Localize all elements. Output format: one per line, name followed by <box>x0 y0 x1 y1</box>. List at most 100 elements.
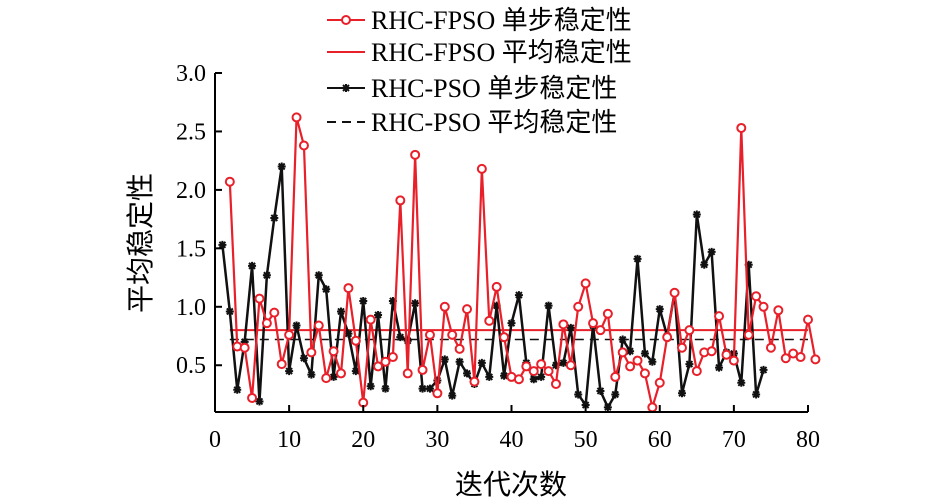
rhc-pso-point <box>411 299 420 308</box>
rhc-pso-point <box>529 375 538 384</box>
rhc-fpso-point <box>676 342 687 353</box>
rhc-pso-point <box>277 162 286 171</box>
rhc-fpso-point <box>387 352 398 363</box>
rhc-fpso-point <box>380 356 391 367</box>
rhc-pso-point <box>477 358 486 367</box>
rhc-fpso-point <box>373 361 384 372</box>
rhc-pso-point <box>337 307 346 316</box>
rhc-fpso-point <box>580 278 591 289</box>
rhc-fpso-point <box>313 320 324 331</box>
rhc-fpso-point <box>336 368 347 379</box>
rhc-pso-point <box>685 360 694 369</box>
rhc-fpso-point <box>306 347 317 358</box>
rhc-pso-point <box>218 240 227 249</box>
y-tick-label: 1.0 <box>176 295 206 321</box>
x-tick-label: 70 <box>722 427 746 453</box>
rhc-pso-point <box>744 260 753 269</box>
rhc-pso-point <box>618 335 627 344</box>
x-tick-label: 30 <box>425 427 449 453</box>
y-tick-label: 3.0 <box>176 61 206 87</box>
rhc-fpso-point <box>276 359 287 370</box>
rhc-pso-point <box>403 336 412 345</box>
rhc-fpso-point <box>469 376 480 387</box>
rhc-fpso-point <box>684 325 695 336</box>
rhc-fpso-point <box>424 329 435 340</box>
rhc-fpso-point <box>602 308 613 319</box>
rhc-pso-point <box>559 358 568 367</box>
rhc-fpso-point <box>758 301 769 312</box>
rhc-pso-point <box>537 372 546 381</box>
x-tick-label: 80 <box>796 427 820 453</box>
rhc-fpso-point <box>765 342 776 353</box>
rhc-pso-point <box>514 291 523 300</box>
rhc-fpso-point <box>736 122 747 133</box>
rhc-fpso-point <box>728 355 739 366</box>
rhc-pso-point <box>381 384 390 393</box>
rhc-fpso-point <box>803 314 813 325</box>
rhc-fpso-point <box>447 329 458 340</box>
rhc-fpso-point <box>402 368 413 379</box>
legend-circle-marker <box>341 15 351 25</box>
rhc-pso-point <box>596 386 605 395</box>
legend-label: RHC-PSO 平均稳定性 <box>371 108 617 137</box>
y-axis-title: 平均稳定性 <box>124 173 157 313</box>
legend-star-marker <box>342 84 350 92</box>
x-tick-label: 60 <box>648 427 672 453</box>
y-tick-label: 2.5 <box>176 119 206 145</box>
rhc-pso-point <box>359 296 368 305</box>
rhc-pso-point <box>396 333 405 342</box>
rhc-fpso-point <box>261 318 272 329</box>
x-tick-label: 20 <box>351 427 375 453</box>
rhc-pso-point <box>633 254 642 263</box>
rhc-fpso-point <box>462 304 473 315</box>
ticks-layer: 0 10 20 30 40 50 60 70 80 0.5 1.0 1.5 2.0 2.5 3.0 <box>176 61 820 453</box>
rhc-fpso-point <box>706 346 717 357</box>
rhc-pso-point <box>507 319 516 328</box>
rhc-fpso-point <box>751 291 762 302</box>
rhc-pso-point <box>752 390 761 399</box>
rhc-pso-point <box>233 385 242 394</box>
rhc-fpso-point <box>617 347 628 358</box>
rhc-fpso-point <box>343 283 354 294</box>
rhc-pso-point <box>551 361 560 370</box>
rhc-fpso-point <box>714 311 725 322</box>
rhc-fpso-point <box>565 360 576 371</box>
rhc-pso-point <box>692 210 701 219</box>
rhc-fpso-point <box>432 388 443 399</box>
rhc-fpso-point <box>410 149 421 160</box>
rhc-fpso-point <box>247 392 258 403</box>
rhc-fpso-point <box>669 287 680 298</box>
rhc-fpso-point <box>691 366 702 377</box>
rhc-pso-point <box>603 403 612 412</box>
rhc-fpso-point <box>239 342 250 353</box>
rhc-fpso-point <box>254 293 265 304</box>
rhc-pso-point <box>715 363 724 372</box>
rhc-pso-point <box>581 400 590 409</box>
rhc-pso-point <box>677 389 686 398</box>
rhc-pso-point <box>262 271 271 280</box>
rhc-fpso-point <box>321 373 332 384</box>
rhc-pso-point <box>455 357 464 366</box>
y-tick-label: 2.0 <box>176 178 206 204</box>
rhc-pso-point <box>425 384 434 393</box>
series-layer <box>218 112 821 413</box>
rhc-fpso-point <box>365 314 376 325</box>
rhc-pso-point <box>388 296 397 305</box>
rhc-pso-point <box>544 301 553 310</box>
rhc-fpso-point <box>795 352 806 363</box>
rhc-pso-point <box>707 247 716 256</box>
rhc-pso-point <box>344 329 353 338</box>
rhc-fpso-point <box>491 281 502 292</box>
rhc-fpso-point <box>721 349 732 360</box>
rhc-pso-point <box>329 372 338 381</box>
rhc-fpso-point <box>528 366 539 377</box>
rhc-fpso-point <box>780 353 791 364</box>
rhc-fpso-point <box>513 374 524 385</box>
x-axis-title: 迭代次数 <box>455 468 567 501</box>
rhc-pso-point <box>299 354 308 363</box>
rhc-pso-point <box>366 382 375 391</box>
rhc-pso-point <box>314 271 323 280</box>
rhc-fpso-point <box>558 319 569 330</box>
legend-label: RHC-FPSO 单步稳定性 <box>371 6 632 35</box>
rhc-fpso-point <box>328 346 339 357</box>
